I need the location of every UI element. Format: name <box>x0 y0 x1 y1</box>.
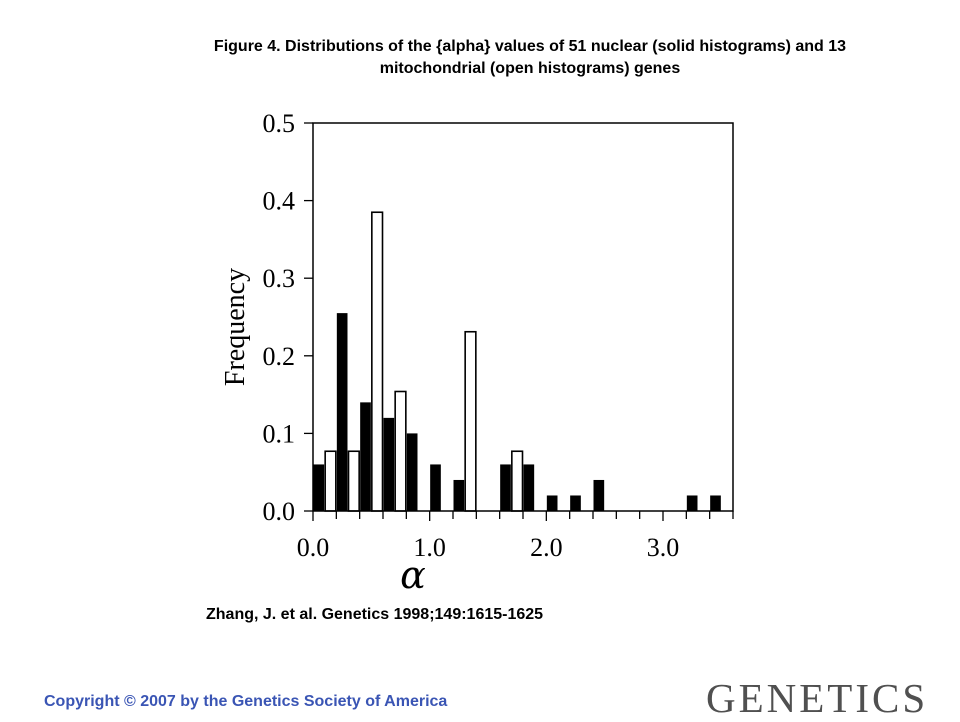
nuclear-bar-12 <box>686 495 698 511</box>
nuclear-bar-10 <box>570 495 581 511</box>
mitochondrial-bar-1 <box>347 450 360 512</box>
nuclear-bar-9 <box>546 495 558 511</box>
y-axis-label: Frequency <box>220 268 251 386</box>
nuclear-bar-6 <box>453 479 465 511</box>
axis-ticks <box>304 122 734 521</box>
copyright-notice: Copyright © 2007 by the Genetics Society… <box>44 693 448 710</box>
mitochondrial-bar-2 <box>371 211 384 512</box>
nuclear-bar-11 <box>593 479 605 511</box>
nuclear-bar-4 <box>406 433 418 511</box>
x-tick-label: 1.0 <box>413 533 446 562</box>
y-tick-label: 0.5 <box>263 109 296 138</box>
x-tick-label: 0.0 <box>297 533 330 562</box>
mitochondrial-bar-3 <box>394 390 407 512</box>
y-tick-label: 0.2 <box>263 342 296 371</box>
nuclear-bar-1 <box>336 313 348 511</box>
mitochondrial-bar-5 <box>511 450 524 512</box>
x-tick-label: 3.0 <box>647 533 680 562</box>
genetics-logo: GENETICS <box>706 675 929 721</box>
x-tick-label: 2.0 <box>530 533 563 562</box>
mitochondrial-bar-0 <box>324 450 337 512</box>
histogram-bars <box>313 211 721 512</box>
y-tick-label: 0.3 <box>263 264 296 293</box>
nuclear-bar-13 <box>710 495 721 511</box>
citation: Zhang, J. et al. Genetics 1998;149:1615-… <box>206 606 544 623</box>
axis-tick-labels: 0.0 1.0 2.0 3.0 0.0 0.1 0.2 0.3 0.4 0.5 <box>263 109 680 562</box>
nuclear-bar-0 <box>313 464 325 511</box>
figure-title: Figure 4. Distributions of the {alpha} v… <box>120 36 940 80</box>
y-tick-label: 0.4 <box>263 187 296 216</box>
figure-title-line-1: Figure 4. Distributions of the {alpha} v… <box>213 38 847 55</box>
y-tick-label: 0.0 <box>263 497 296 526</box>
nuclear-bar-2 <box>360 402 371 511</box>
x-axis-label: α <box>400 553 426 597</box>
nuclear-bar-3 <box>383 417 395 511</box>
nuclear-bar-7 <box>500 464 511 511</box>
nuclear-bar-8 <box>523 464 535 511</box>
y-tick-label: 0.1 <box>263 419 296 448</box>
figure-title-line-2: mitochondrial (open histograms) genes <box>379 60 681 77</box>
nuclear-bar-5 <box>430 464 441 511</box>
mitochondrial-bar-4 <box>464 330 477 512</box>
